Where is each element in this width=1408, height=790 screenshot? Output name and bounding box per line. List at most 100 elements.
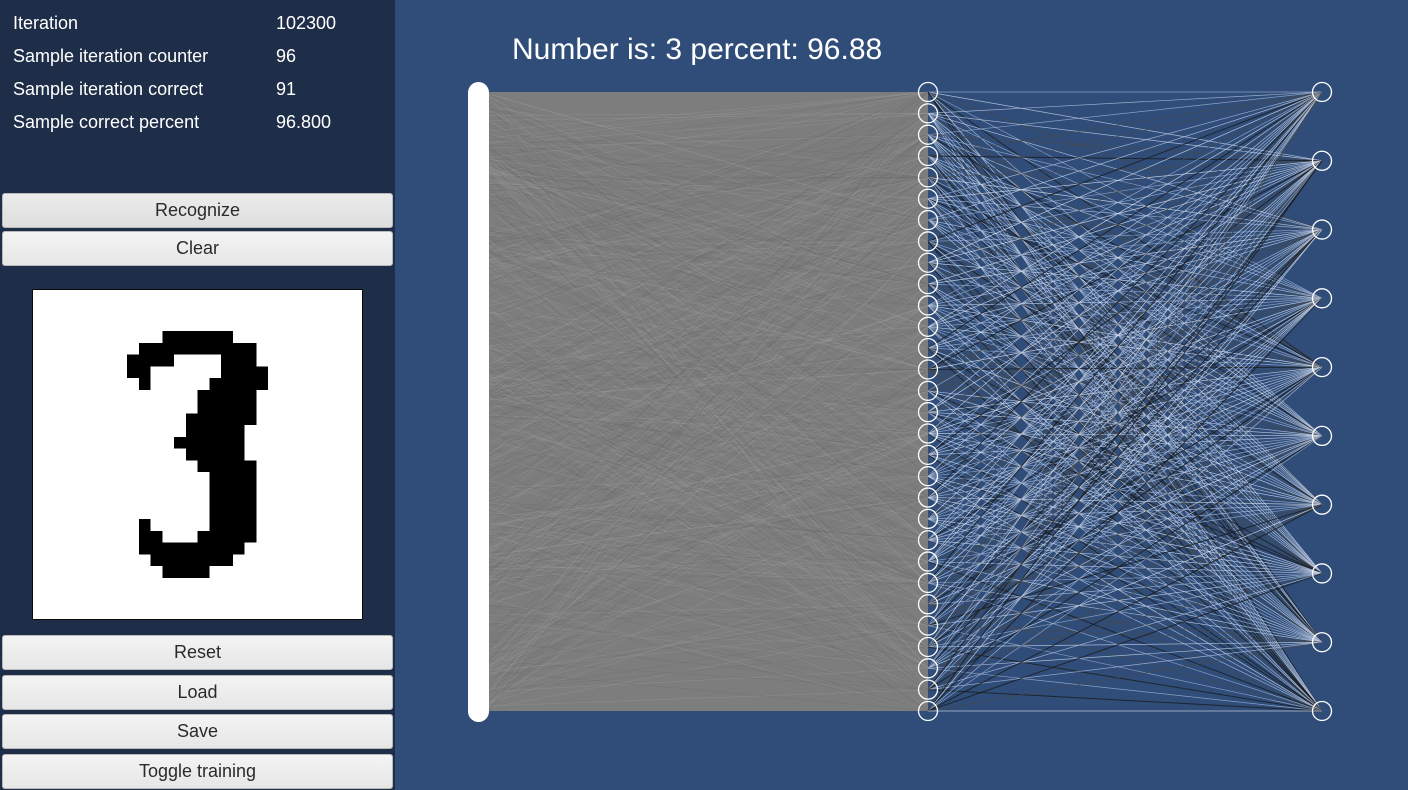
output-weight-line	[927, 91, 1323, 162]
input-weight-line	[488, 411, 929, 499]
output-weight-line	[927, 91, 1323, 221]
input-weight-line	[488, 163, 929, 392]
output-weight-line	[927, 454, 1323, 574]
input-weight-line	[488, 158, 929, 178]
input-weight-line	[488, 200, 929, 648]
output-weight-line	[927, 326, 1323, 712]
output-weight-line	[927, 539, 1323, 574]
hidden-node	[917, 145, 939, 167]
load-button[interactable]: Load	[2, 675, 393, 710]
output-weight-line	[927, 91, 1323, 456]
output-weight-line	[927, 366, 1323, 584]
input-weight-line	[488, 134, 929, 473]
output-weight-line	[927, 134, 1323, 643]
input-weight-line	[488, 304, 929, 562]
input-weight-line	[488, 338, 929, 584]
input-weight-line	[488, 169, 929, 669]
input-weight-line	[488, 502, 929, 584]
output-node	[1311, 81, 1333, 103]
output-weight-line	[927, 283, 1323, 505]
input-weight-line	[488, 283, 929, 348]
output-weight-line	[927, 347, 1323, 712]
output-weight-line	[927, 561, 1323, 712]
output-weight-line	[927, 177, 1323, 574]
output-weight-line	[927, 475, 1323, 643]
input-weight-line	[488, 326, 929, 390]
drawing-canvas[interactable]	[32, 289, 363, 620]
output-weight-line	[927, 113, 1323, 712]
input-weight-line	[488, 433, 929, 631]
input-weight-line	[488, 450, 929, 498]
digit-pixel-row	[221, 354, 257, 367]
stat-sample-counter: Sample iteration counter 96	[13, 44, 383, 68]
output-weight-line	[927, 91, 1323, 434]
output-weight-line	[927, 176, 1323, 437]
output-weight-line	[927, 603, 1323, 643]
input-weight-line	[488, 604, 929, 674]
input-weight-line	[488, 198, 929, 664]
output-weight-line	[927, 504, 1323, 562]
output-weight-line	[927, 91, 1323, 200]
input-weight-line	[488, 475, 929, 604]
input-weight-line	[488, 190, 929, 477]
input-weight-line	[488, 561, 929, 569]
output-weight-line	[927, 366, 1323, 477]
output-weight-line	[927, 667, 1323, 712]
input-weight-line	[488, 271, 929, 477]
output-weight-line	[927, 347, 1323, 643]
input-weight-line	[488, 556, 929, 584]
output-weight-line	[927, 219, 1323, 643]
toggle-training-button[interactable]: Toggle training	[2, 754, 393, 789]
stat-value: 91	[276, 79, 297, 99]
input-weight-line	[488, 582, 929, 691]
control-panel: Iteration 102300 Sample iteration counte…	[0, 0, 395, 790]
output-weight-line	[927, 454, 1323, 506]
output-weight-line	[927, 411, 1323, 574]
output-weight-line	[927, 435, 1323, 605]
input-weight-line	[488, 155, 929, 272]
input-weight-line	[488, 91, 929, 333]
input-weight-line	[488, 244, 929, 349]
clear-button[interactable]: Clear	[2, 231, 393, 266]
output-node	[1311, 494, 1333, 515]
input-weight-line	[488, 347, 929, 565]
reset-button[interactable]: Reset	[2, 635, 393, 670]
output-weight-line	[927, 113, 1323, 643]
digit-pixel-row	[197, 460, 257, 473]
output-weight-line	[927, 229, 1323, 626]
input-weight-line	[488, 134, 929, 318]
input-weight-line	[488, 180, 929, 242]
input-weight-line	[488, 411, 929, 422]
output-weight-line	[927, 177, 1323, 712]
input-weight-line	[488, 176, 929, 178]
output-weight-line	[927, 347, 1323, 574]
input-weight-line	[488, 604, 929, 654]
hidden-node	[917, 337, 939, 359]
input-weight-line	[488, 369, 929, 400]
input-weight-line	[488, 198, 929, 310]
input-weight-line	[488, 262, 929, 549]
input-weight-line	[488, 198, 929, 655]
output-weight-line	[927, 177, 1323, 505]
output-weight-line	[927, 91, 1323, 498]
output-node	[1311, 425, 1333, 447]
input-weight-line	[488, 431, 929, 648]
input-weight-line	[488, 198, 929, 609]
digit-pixel-row	[209, 519, 257, 531]
input-weight-line	[488, 433, 929, 666]
input-weight-line	[488, 165, 929, 477]
input-weight-line	[488, 219, 929, 711]
input-weight-line	[488, 306, 929, 712]
input-weight-line	[488, 528, 929, 712]
input-weight-line	[488, 219, 929, 397]
recognize-button[interactable]: Recognize	[2, 193, 393, 228]
hidden-node	[917, 209, 939, 231]
save-button[interactable]: Save	[2, 714, 393, 749]
hidden-node	[917, 231, 939, 252]
output-weight-line	[927, 91, 1323, 669]
stat-label: Sample correct percent	[13, 112, 200, 132]
output-weight-line	[927, 603, 1323, 712]
output-weight-line	[927, 91, 1323, 370]
output-weight-line	[927, 454, 1323, 643]
output-weight-line	[927, 113, 1323, 368]
